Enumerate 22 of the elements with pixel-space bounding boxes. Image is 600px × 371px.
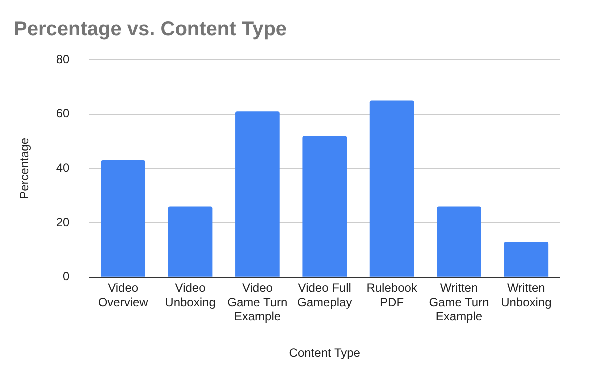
x-tick-label: Video Overview	[98, 280, 149, 310]
bar	[101, 160, 146, 277]
x-tick-label: Video Full Gameplay	[298, 280, 352, 310]
y-tick-label: 80	[56, 52, 70, 66]
bar	[168, 206, 213, 277]
bar	[437, 206, 482, 277]
bar	[504, 242, 549, 277]
bar	[370, 100, 414, 277]
y-tick-label: 60	[56, 106, 70, 121]
x-tick-label: Video Unboxing	[165, 280, 216, 310]
bar	[236, 112, 280, 277]
y-tick-label: 40	[56, 161, 70, 176]
y-tick-label: 20	[56, 215, 70, 230]
chart-title: Percentage vs. Content Type	[14, 18, 288, 41]
bar	[302, 136, 348, 277]
x-tick-label: Video Game Turn Example	[228, 280, 288, 324]
x-tick-label: Rulebook PDF	[366, 280, 418, 310]
y-tick-label: 0	[63, 270, 70, 284]
x-axis-title: Content Type	[289, 346, 361, 360]
x-tick-label: Written Unboxing	[501, 280, 552, 310]
y-axis-title: Percentage	[18, 138, 32, 200]
x-tick-label: Written Game Turn Example	[429, 280, 490, 324]
